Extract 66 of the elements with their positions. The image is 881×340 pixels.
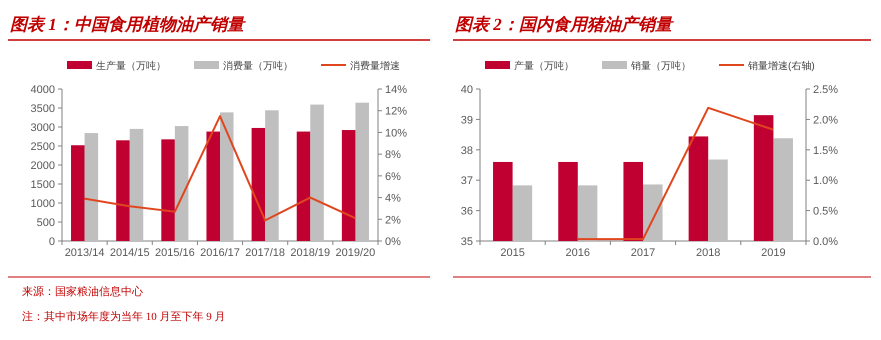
y-tick-label: 39 — [460, 114, 473, 126]
source-note: 来源：国家粮油信息中心 — [22, 285, 143, 298]
bar — [296, 132, 310, 241]
y-tick-label: 38 — [460, 144, 473, 157]
y-tick-label: 2000 — [30, 160, 55, 172]
bar — [310, 104, 324, 241]
y-tick-label: 1000 — [30, 198, 55, 210]
x-tick-label: 2015/16 — [154, 247, 195, 259]
y2-tick-label: 1.0% — [813, 175, 838, 188]
y-tick-label: 4000 — [30, 84, 55, 96]
legend-label: 消费量（万吨） — [223, 60, 293, 72]
text: 注：其中市场年度为当年 10 月至下年 9 月 — [22, 310, 226, 323]
x-tick-label: 2018 — [696, 247, 720, 259]
x-tick-label: 2016/17 — [200, 247, 240, 259]
legend-label: 消费量增速 — [350, 60, 400, 72]
bar — [84, 133, 98, 241]
bar — [252, 128, 266, 241]
y-tick-label: 0 — [48, 236, 55, 248]
y-tick-label: 40 — [460, 84, 473, 96]
bar — [116, 140, 130, 241]
legend-label: 产量（万吨） — [514, 60, 574, 72]
chart-title: 图表 2：国内食用猪油产销量 — [455, 15, 674, 34]
bar — [130, 128, 144, 241]
x-tick-label: 2017 — [630, 247, 656, 259]
y2-tick-label: 1.5% — [813, 144, 838, 157]
y2-tick-label: 0.5% — [813, 206, 838, 218]
bar — [342, 130, 356, 241]
y-tick-label: 500 — [36, 217, 55, 229]
y2-tick-label: 4% — [385, 192, 402, 205]
x-tick-label: 2013/14 — [64, 247, 104, 259]
x-tick-label: 2019/20 — [336, 247, 376, 259]
legend-label: 销量增速(右轴) — [747, 60, 815, 72]
y2-tick-label: 2% — [385, 214, 402, 226]
y-tick-label: 35 — [460, 236, 473, 248]
x-tick-label: 2017/18 — [245, 247, 286, 259]
x-tick-label: 2018/19 — [290, 247, 330, 259]
bar — [206, 132, 220, 241]
x-tick-label: 2019 — [761, 247, 786, 259]
y2-tick-label: 14% — [385, 84, 408, 96]
x-tick-label: 2016 — [566, 247, 590, 259]
y-tick-label: 3000 — [30, 122, 55, 134]
y2-tick-label: 0% — [385, 236, 402, 248]
y2-tick-label: 2.0% — [813, 114, 838, 126]
legend-label: 生产量（万吨） — [96, 60, 166, 72]
legend-label: 销量（万吨） — [630, 60, 691, 72]
bar — [174, 126, 188, 241]
y-tick-label: 37 — [460, 175, 473, 188]
y2-tick-label: 0.0% — [813, 236, 838, 248]
y-tick-label: 3500 — [30, 103, 55, 115]
bar — [161, 139, 175, 241]
bar — [220, 112, 234, 241]
bar — [265, 110, 279, 241]
y2-tick-label: 6% — [385, 170, 402, 183]
y-tick-label: 2500 — [30, 141, 55, 153]
x-tick-label: 2014/15 — [110, 247, 150, 259]
y2-tick-label: 2.5% — [813, 84, 838, 96]
y2-tick-label: 12% — [385, 106, 408, 118]
bar — [71, 145, 85, 241]
y-tick-label: 1500 — [30, 179, 55, 191]
line-series — [84, 115, 356, 222]
x-tick-label: 2015 — [500, 247, 525, 259]
bar — [355, 102, 369, 241]
y-tick-label: 36 — [460, 206, 473, 218]
y2-tick-label: 10% — [385, 127, 408, 140]
y2-tick-label: 8% — [385, 149, 402, 162]
chart-title: 图表 1：中国食用植物油产销量 — [10, 15, 246, 34]
